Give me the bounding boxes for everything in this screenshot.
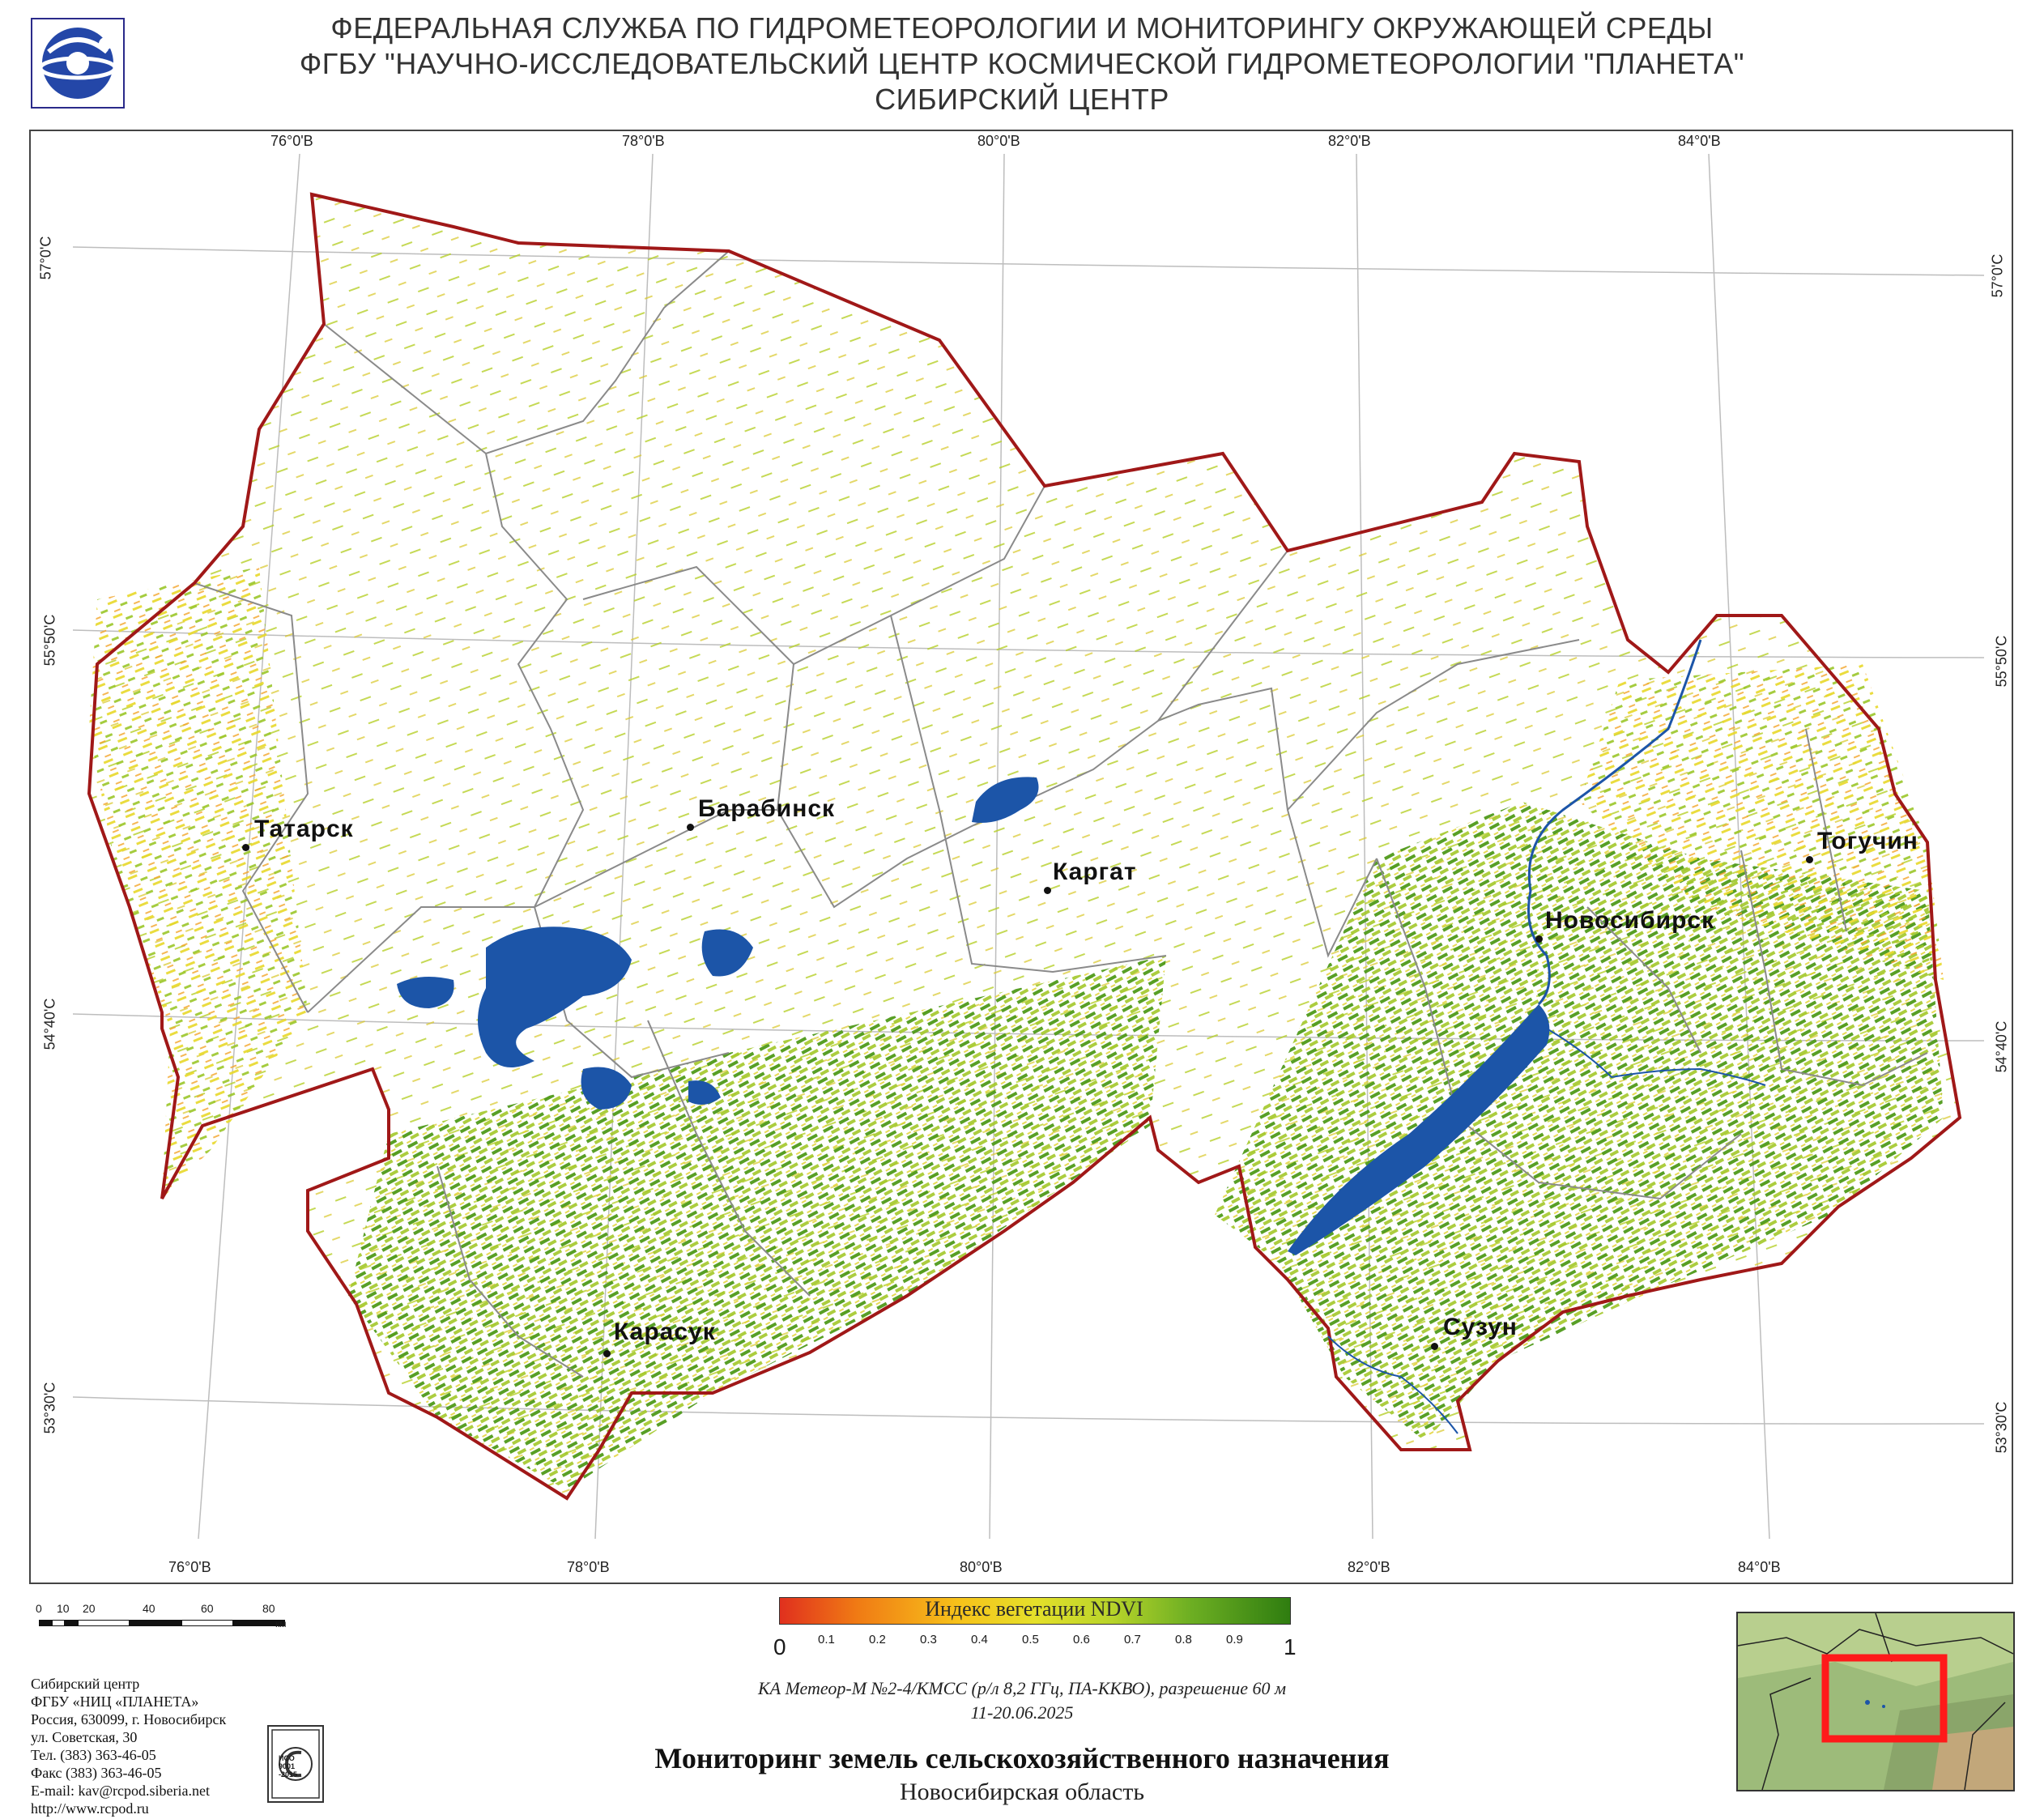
- scale-tick-80: 80: [262, 1602, 275, 1615]
- legend-tick-07: 0.7: [1124, 1633, 1141, 1646]
- coord-bottom-80: 80°0'В: [960, 1559, 1003, 1575]
- scale-tick-10: 10: [57, 1602, 70, 1615]
- scale-tick-60: 60: [201, 1602, 214, 1615]
- scale-bar: [39, 1620, 285, 1633]
- legend-max: 1: [1284, 1634, 1297, 1659]
- lake-small-3: [581, 1067, 632, 1110]
- info-line: http://www.rcpod.ru: [31, 1800, 149, 1817]
- city-label-suzun: Сузун: [1443, 1314, 1518, 1340]
- oblast-border: [87, 192, 1962, 1501]
- ob-reservoir: [1288, 1004, 1550, 1255]
- satellite-info: КА Метеор-М №2-4/КМСС (р/л 8,2 ГГц, ПА-К…: [757, 1678, 1286, 1698]
- scale-tick-20: 20: [83, 1602, 96, 1615]
- city-dot-suzun: [1431, 1343, 1438, 1350]
- lake-small-2: [397, 977, 454, 1008]
- coord-top-78: 78°0'В: [622, 133, 665, 149]
- info-line: Россия, 630099, г. Новосибирск: [31, 1711, 227, 1727]
- ndvi-legend-bar: [779, 1597, 1291, 1625]
- inya-river: [1546, 1028, 1766, 1086]
- header-line-1: ФЕДЕРАЛЬНАЯ СЛУЖБА ПО ГИДРОМЕТЕОРОЛОГИИ …: [330, 11, 1714, 45]
- info-line: Тел. (383) 363-46-05: [31, 1747, 156, 1763]
- legend-tick-05: 0.5: [1022, 1633, 1039, 1646]
- info-line: Факс (383) 363-46-05: [31, 1765, 162, 1781]
- coord-top-80: 80°0'В: [977, 133, 1020, 149]
- coord-bottom-84: 84°0'В: [1738, 1559, 1781, 1575]
- ndvi-legend-title: Индекс вегетации NDVI: [925, 1597, 1143, 1621]
- city-label-novosibirsk: Новосибирск: [1545, 907, 1715, 934]
- legend-tick-04: 0.4: [971, 1633, 988, 1646]
- lake-small-4: [688, 1080, 721, 1105]
- coord-top-76: 76°0'В: [270, 133, 313, 149]
- city-dot-tatarsk: [242, 844, 249, 851]
- inset-highlight: [1821, 1654, 1948, 1743]
- city-label-karasuk: Карасук: [614, 1318, 716, 1345]
- city-label-toguchin: Тогучин: [1817, 828, 1918, 854]
- iso-text-3: -2015: [279, 1770, 298, 1779]
- ob-river: [1527, 639, 1702, 1006]
- lake-small-1: [701, 929, 753, 977]
- city-dot-barabinsk: [687, 824, 694, 831]
- info-line: ФГБУ «НИЦ «ПЛАНЕТА»: [31, 1693, 199, 1710]
- south-river: [1327, 1335, 1458, 1434]
- map-title: Мониторинг земель сельскохозяйственного …: [654, 1742, 1390, 1774]
- city-dot-karasuk: [603, 1350, 611, 1357]
- legend-tick-03: 0.3: [920, 1633, 937, 1646]
- district-borders: [194, 250, 1928, 1378]
- header-line-2: ФГБУ "НАУЧНО-ИССЛЕДОВАТЕЛЬСКИЙ ЦЕНТР КОС…: [299, 47, 1745, 80]
- legend-tick-01: 0.1: [818, 1633, 835, 1646]
- lake-chany: [478, 927, 632, 1067]
- scale-tick-40: 40: [143, 1602, 155, 1615]
- header-line-3: СИБИРСКИЙ ЦЕНТР: [875, 83, 1169, 116]
- iso-text-1: ИСО: [279, 1754, 295, 1762]
- satellite-date: 11-20.06.2025: [970, 1702, 1074, 1723]
- info-line: ул. Советская, 30: [31, 1729, 138, 1745]
- info-line: E-mail: kav@rcpod.siberia.net: [31, 1783, 211, 1799]
- iso-badge: ИСО 9001 -2015: [267, 1725, 324, 1803]
- map-subtitle: Новосибирская область: [899, 1779, 1145, 1805]
- legend-tick-08: 0.8: [1175, 1633, 1192, 1646]
- coord-top-82: 82°0'В: [1328, 133, 1371, 149]
- coord-top-84: 84°0'В: [1678, 133, 1721, 149]
- legend-tick-09: 0.9: [1226, 1633, 1243, 1646]
- legend-min: 0: [773, 1634, 786, 1659]
- ndvi-fields: [89, 194, 1960, 1498]
- info-line: Сибирский центр: [31, 1676, 140, 1692]
- planeta-logo: [31, 18, 125, 109]
- lake-sartlan: [972, 777, 1039, 823]
- city-label-kargat: Каргат: [1053, 858, 1137, 885]
- lakes: [397, 777, 1550, 1255]
- map-frame: [29, 130, 2013, 1584]
- legend-tick-06: 0.6: [1073, 1633, 1090, 1646]
- coord-bottom-76: 76°0'В: [168, 1559, 211, 1575]
- city-label-barabinsk: Барабинск: [698, 795, 836, 822]
- overview-inset-map: [1736, 1612, 2015, 1791]
- iso-text-2: 9001: [279, 1762, 296, 1770]
- scale-tick-0: 0: [36, 1602, 42, 1615]
- coord-bottom-78: 78°0'В: [567, 1559, 610, 1575]
- scale-unit: км: [275, 1618, 287, 1629]
- city-dot-novosibirsk: [1535, 935, 1543, 943]
- rivers: [1327, 639, 1766, 1434]
- coord-bottom-82: 82°0'В: [1348, 1559, 1390, 1575]
- legend-tick-02: 0.2: [869, 1633, 886, 1646]
- city-label-tatarsk: Татарск: [254, 816, 354, 842]
- contact-info: Сибирский центр ФГБУ «НИЦ «ПЛАНЕТА» Росс…: [31, 1675, 226, 1817]
- city-dot-toguchin: [1806, 856, 1813, 863]
- city-dot-kargat: [1044, 887, 1051, 894]
